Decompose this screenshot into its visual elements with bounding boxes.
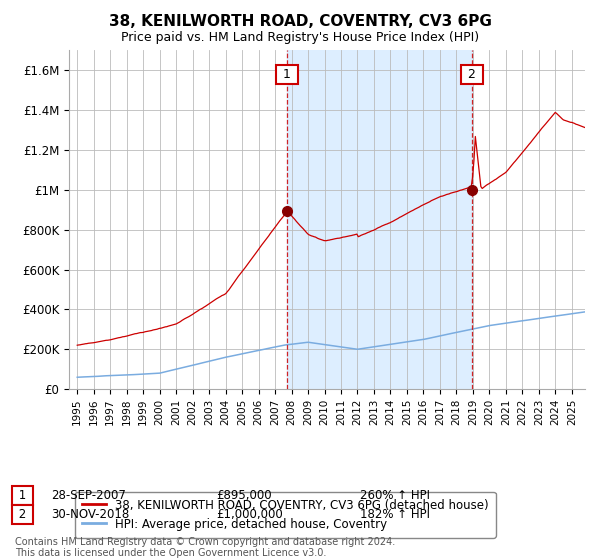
Text: Price paid vs. HM Land Registry's House Price Index (HPI): Price paid vs. HM Land Registry's House … [121,31,479,44]
Bar [287,50,472,389]
Text: 2: 2 [15,507,30,521]
Legend: 38, KENILWORTH ROAD, COVENTRY, CV3 6PG (detached house), HPI: Average price, det: 38, KENILWORTH ROAD, COVENTRY, CV3 6PG (… [75,492,496,538]
Text: 28-SEP-2007: 28-SEP-2007 [51,489,126,502]
Text: Contains HM Land Registry data © Crown copyright and database right 2024.
This d: Contains HM Land Registry data © Crown c… [15,537,395,558]
Text: 38, KENILWORTH ROAD, COVENTRY, CV3 6PG: 38, KENILWORTH ROAD, COVENTRY, CV3 6PG [109,14,491,29]
Text: £895,000: £895,000 [216,489,272,502]
Text: 260% ↑ HPI: 260% ↑ HPI [360,489,430,502]
Text: 1: 1 [15,489,30,502]
Text: £1,000,000: £1,000,000 [216,507,283,521]
Text: 30-NOV-2018: 30-NOV-2018 [51,507,129,521]
Text: 1: 1 [280,68,295,81]
Text: 182% ↑ HPI: 182% ↑ HPI [360,507,430,521]
Text: 2: 2 [464,68,479,81]
